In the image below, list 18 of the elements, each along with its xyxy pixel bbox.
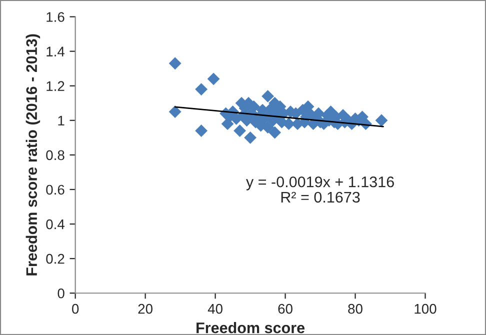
y-tick-label: 0.4 (46, 219, 65, 230)
y-tick-label: 0.6 (46, 184, 64, 195)
x-tick-label: 20 (138, 304, 152, 314)
x-tick-label: 40 (208, 304, 222, 314)
x-tick-label: 60 (278, 304, 292, 314)
annotation: y = -0.0019x + 1.1316 R² = 0.1673 (246, 176, 394, 203)
x-tick-label: 0 (72, 304, 79, 314)
x-tick-label: 80 (348, 304, 362, 314)
x-tick-label: 100 (414, 304, 436, 314)
y-tick-label: 1.4 (46, 46, 65, 56)
y-tick-label: 0.8 (46, 150, 64, 160)
y-axis-title: Freedom score ratio (2016 - 2013) (26, 34, 40, 276)
x-axis-title: Freedom score (196, 322, 305, 334)
y-tick-label: 0.2 (46, 254, 64, 264)
y-tick-label: 0 (58, 288, 64, 298)
y-tick-label: 1.2 (46, 81, 64, 91)
y-tick-label: 1.6 (46, 12, 64, 22)
y-tick-label: 1 (58, 116, 64, 126)
